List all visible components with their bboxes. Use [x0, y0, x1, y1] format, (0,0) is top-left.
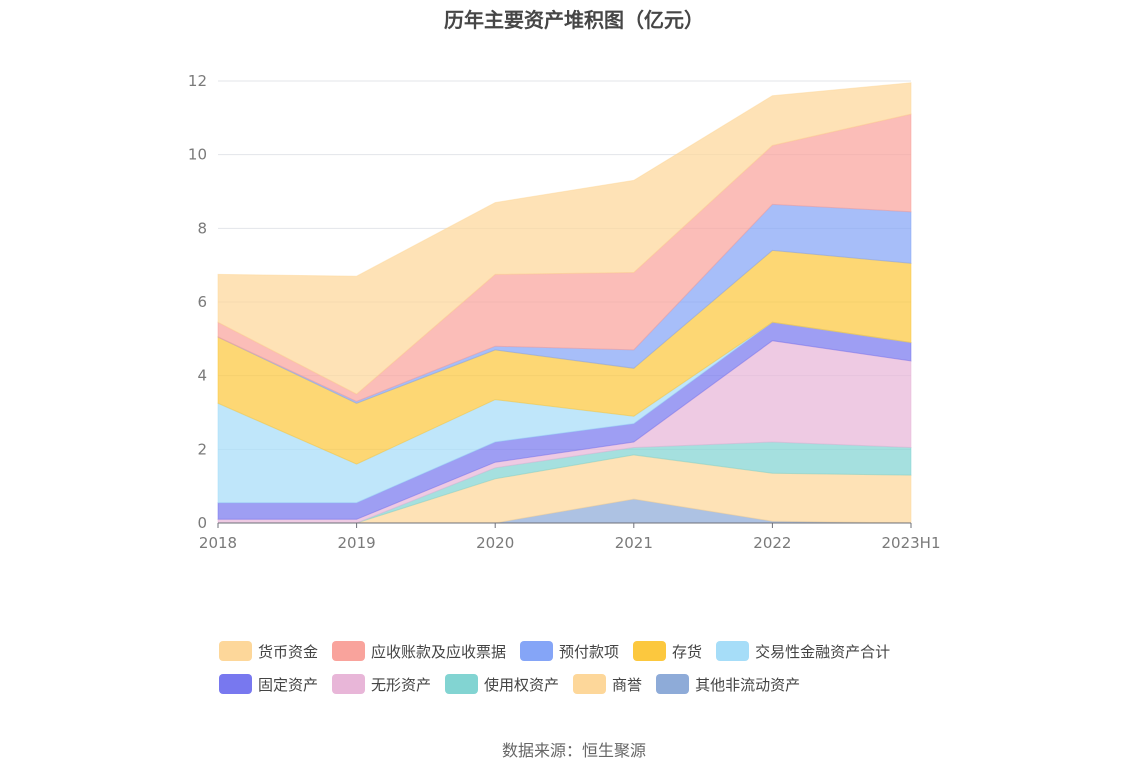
legend-swatch [219, 674, 252, 694]
y-tick-label: 12 [188, 72, 207, 90]
x-tick-label: 2018 [199, 534, 237, 552]
legend-swatch [219, 641, 252, 661]
axis-layer: 0 2 4 6 8 10 12 2018 2019 2020 2021 2022 2023H1 [188, 72, 941, 552]
legend-swatch [573, 674, 607, 694]
x-tick-label: 2023H1 [882, 534, 941, 552]
legend-item[interactable]: 交易性金融资产合计 [716, 641, 890, 662]
area-layer [217, 82, 912, 524]
chart-title: 历年主要资产堆积图（亿元） [444, 8, 704, 32]
legend-item[interactable]: 应收账款及应收票据 [332, 641, 506, 662]
legend-label: 其他非流动资产 [695, 675, 801, 694]
legend-swatch [520, 641, 554, 661]
legend-item[interactable]: 其他非流动资产 [656, 674, 800, 695]
x-tick-label: 2021 [615, 534, 653, 552]
y-tick-label: 2 [197, 440, 207, 458]
y-tick-label: 10 [188, 146, 207, 164]
x-tick-label: 2022 [753, 534, 791, 552]
legend-item[interactable]: 使用权资产 [445, 674, 559, 695]
legend-item[interactable]: 存货 [633, 641, 702, 662]
y-tick-label: 6 [197, 293, 207, 311]
legend-label: 存货 [672, 642, 703, 661]
legend-label: 预付款项 [559, 642, 620, 661]
legend-swatch [633, 641, 667, 661]
legend-label: 货币资金 [258, 642, 319, 661]
legend-row: 固定资产 无形资产 使用权资产 商誉 其他非流动资产 [219, 673, 979, 695]
legend-item[interactable]: 固定资产 [219, 674, 318, 695]
legend-label: 使用权资产 [484, 675, 560, 694]
legend-label: 固定资产 [258, 675, 319, 694]
area-series-9 [217, 82, 912, 395]
legend-row: 货币资金 应收账款及应收票据 预付款项 存货 交易性金融资产合计 [219, 640, 979, 662]
y-tick-label: 8 [197, 219, 207, 237]
legend-label: 交易性金融资产合计 [755, 642, 891, 661]
legend-swatch [332, 641, 366, 661]
legend-swatch [716, 641, 750, 661]
legend-swatch [656, 674, 690, 694]
y-tick-label: 0 [197, 514, 207, 532]
legend-item[interactable]: 商誉 [573, 674, 642, 695]
legend: 货币资金 应收账款及应收票据 预付款项 存货 交易性金融资产合计固定资产 无形资产 使用权资… [219, 640, 979, 706]
legend-item[interactable]: 预付款项 [520, 641, 619, 662]
legend-swatch [445, 674, 479, 694]
legend-label: 商誉 [612, 675, 643, 694]
legend-swatch [332, 674, 366, 694]
legend-label: 无形资产 [371, 675, 432, 694]
legend-label: 应收账款及应收票据 [371, 642, 507, 661]
legend-item[interactable]: 无形资产 [332, 674, 431, 695]
stacked-area-chart: 0 2 4 6 8 10 12 2018 2019 2020 2021 2022 2023H1 [188, 72, 941, 552]
data-source-note: 数据来源：恒生聚源 [501, 741, 646, 760]
x-tick-label: 2020 [476, 534, 514, 552]
legend-item[interactable]: 货币资金 [219, 641, 318, 662]
x-tick-label: 2019 [338, 534, 376, 552]
y-tick-label: 4 [197, 367, 207, 385]
